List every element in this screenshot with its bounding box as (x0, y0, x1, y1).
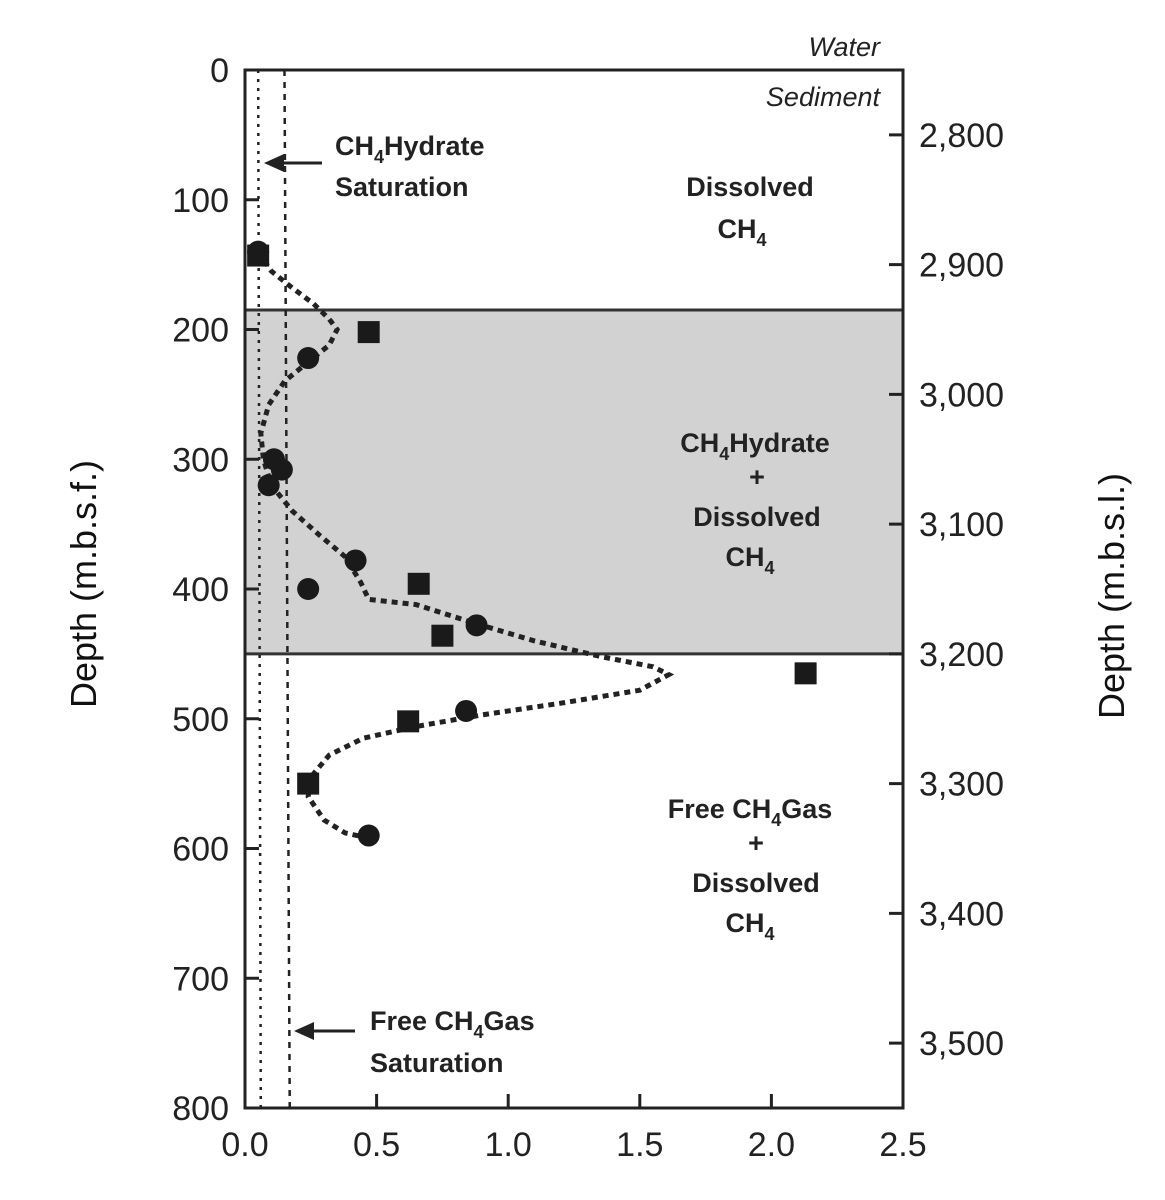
x-tick-label: 2.5 (879, 1126, 926, 1164)
y-tick-label: 400 (172, 571, 229, 609)
y2-tick-label: 3,300 (919, 766, 1004, 804)
y2-tick-label: 3,100 (919, 506, 1004, 544)
y2-tick-label: 3,000 (919, 376, 1004, 414)
gas-zone-label: Free CH4Gas + Dissolved CH4 (668, 794, 833, 944)
svg-text:Free CH4Gas: Free CH4Gas (668, 794, 833, 830)
y-tick-label: 600 (172, 831, 229, 869)
svg-text:CH4: CH4 (725, 908, 774, 944)
hydrate-saturation-annotation: CH4Hydrate Saturation (264, 131, 485, 202)
annotation-text: Hydrate (729, 428, 830, 458)
circle-data-series (247, 240, 488, 847)
y2-tick-label: 2,800 (919, 117, 1004, 155)
dotted-fit-curve (256, 250, 675, 841)
annotation-text: Saturation (370, 1048, 504, 1078)
y-axis-title: Depth (m.b.s.f.) (63, 460, 104, 708)
y-tick-label: 300 (172, 441, 229, 479)
y2-axis-title: Depth (m.b.s.l.) (1091, 473, 1132, 719)
annotation-subscript: 4 (374, 147, 384, 167)
circle-data-point (465, 614, 488, 637)
svg-text:CH4Hydrate: CH4Hydrate (335, 131, 485, 167)
arrow-head-icon (264, 154, 284, 172)
annotation-text: CH (335, 131, 374, 161)
square-data-point (397, 710, 420, 733)
y2-tick-label: 3,500 (919, 1025, 1004, 1063)
hydrate-zone-label: CH4Hydrate + Dissolved CH4 (680, 428, 830, 578)
annotation-text: Dissolved (686, 172, 814, 202)
annotation-text: + (749, 462, 765, 492)
y-tick-label: 500 (172, 701, 229, 739)
annotation-text: Gas (484, 1006, 535, 1036)
annotation-text: Dissolved (692, 868, 820, 898)
square-data-point (407, 572, 430, 595)
circle-data-point (357, 824, 380, 847)
annotation-subscript: 4 (764, 924, 774, 944)
y-tick-label: 200 (172, 312, 229, 350)
sediment-label: Sediment (766, 82, 882, 112)
x-tick-label: 1.5 (616, 1126, 663, 1164)
annotation-subscript: 4 (756, 230, 766, 250)
square-data-point (297, 772, 320, 795)
axis-ticks: 0.0 0.5 1.0 1.5 2.0 2.5 0 100 200 300 400 500 600 700… (172, 52, 1004, 1164)
annotation-text: CH (717, 214, 756, 244)
y2-tick-label: 2,900 (919, 247, 1004, 285)
square-data-point (247, 244, 270, 267)
annotation-subscript: 4 (771, 810, 781, 830)
hydrate-zone-shading (245, 310, 903, 654)
annotation-text: CH (680, 428, 719, 458)
square-data-point (794, 662, 817, 685)
annotation-text: Free CH (668, 794, 772, 824)
annotation-text: CH (725, 542, 764, 572)
circle-data-point (257, 474, 280, 497)
x-tick-label: 2.0 (748, 1126, 795, 1164)
circle-data-point (344, 549, 367, 572)
svg-text:CH4Hydrate: CH4Hydrate (680, 428, 830, 464)
y2-tick-label: 3,200 (919, 636, 1004, 674)
annotation-subscript: 4 (764, 558, 774, 578)
square-data-point (357, 321, 380, 344)
circle-data-point (455, 699, 478, 722)
annotation-text: Hydrate (384, 131, 485, 161)
x-tick-label: 1.0 (485, 1126, 532, 1164)
y-tick-label: 0 (210, 52, 229, 90)
annotation-text: CH (725, 908, 764, 938)
circle-data-point (262, 448, 285, 471)
annotation-subscript: 4 (719, 444, 729, 464)
water-label: Water (808, 32, 881, 62)
annotation-text: + (748, 828, 764, 858)
annotation-text: Saturation (335, 172, 469, 202)
svg-text:Free CH4Gas: Free CH4Gas (370, 1006, 535, 1042)
y2-tick-label: 3,400 (919, 895, 1004, 933)
annotation-text: Dissolved (693, 502, 821, 532)
square-data-point (431, 624, 454, 647)
annotation-text: Free CH (370, 1006, 474, 1036)
annotation-subscript: 4 (474, 1022, 484, 1042)
gas-saturation-line (283, 69, 291, 1109)
dissolved-zone-label: Dissolved CH4 (686, 172, 814, 250)
x-tick-label: 0.0 (221, 1126, 268, 1164)
x-tick-label: 0.5 (353, 1126, 400, 1164)
svg-text:CH4: CH4 (717, 214, 766, 250)
gas-saturation-annotation: Free CH4Gas Saturation (294, 1006, 535, 1078)
y-tick-label: 100 (172, 182, 229, 220)
circle-data-point (297, 578, 320, 600)
arrow-head-icon (294, 1022, 314, 1040)
svg-text:CH4: CH4 (725, 542, 774, 578)
square-data-series (247, 244, 817, 795)
circle-data-point (297, 347, 320, 370)
y-tick-label: 700 (172, 960, 229, 998)
annotation-text: Gas (781, 794, 832, 824)
y-tick-label: 800 (172, 1090, 229, 1128)
